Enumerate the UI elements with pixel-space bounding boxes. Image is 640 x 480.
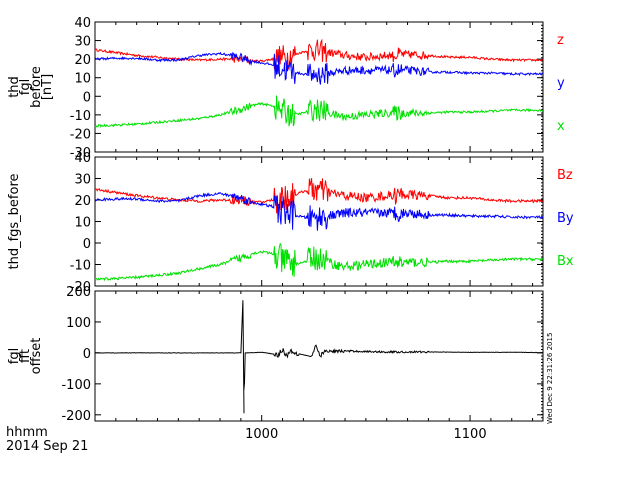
x-tick-label: 1100	[454, 427, 487, 442]
legend-label: y	[557, 76, 565, 91]
legend-label: By	[557, 211, 574, 226]
y-tick-label: 10	[74, 72, 91, 87]
y-tick-label: 40	[74, 151, 91, 166]
panel-thd-fgs-before: -20 -10 0 10 20 30 40 thd_fgs_before Bz By Bx	[7, 151, 574, 295]
y-axis-label: fgl	[7, 348, 22, 364]
side-timestamp: Wed Dec 9 22:31:26 2015	[546, 333, 554, 424]
y-tick-label: -100	[61, 378, 91, 393]
date-label: 2014 Sep 21	[6, 439, 88, 454]
y-tick-label: 10	[74, 216, 91, 231]
y-axis-label: offset	[29, 338, 44, 375]
y-tick-label: -20	[70, 127, 91, 142]
y-tick-label: -10	[70, 259, 91, 274]
y-tick-label: -10	[70, 109, 91, 124]
y-tick-label: -200	[61, 409, 91, 424]
y-axis-label: thd_fgs_before	[7, 173, 22, 269]
series-line-offset	[95, 300, 543, 414]
x-tick-label: 1000	[245, 427, 278, 442]
y-tick-label: 30	[74, 35, 91, 50]
series-line-Bx	[94, 242, 544, 282]
y-tick-label: 0	[83, 237, 91, 252]
y-tick-label: 100	[66, 316, 91, 331]
legend-label: Bz	[557, 168, 573, 183]
y-tick-label: 0	[83, 90, 91, 105]
plot-frame	[94, 21, 544, 153]
y-tick-label: 30	[74, 173, 91, 188]
y-tick-label: -30	[70, 146, 91, 161]
y-axis-label: [nT]	[40, 74, 55, 100]
y-tick-label: 20	[74, 194, 91, 209]
y-tick-label: 40	[74, 16, 91, 31]
series-line-y	[94, 51, 544, 85]
y-axis-label: fft	[18, 349, 33, 363]
y-tick-label: 20	[74, 53, 91, 68]
series-line-x	[94, 95, 544, 129]
y-axis-label: before	[29, 66, 44, 108]
x-unit-label: hhmm	[6, 425, 48, 440]
series-line-z	[94, 38, 544, 71]
y-axis-label: fgl	[18, 79, 33, 95]
series-line-Bz	[94, 178, 544, 214]
y-tick-label: 0	[83, 347, 91, 362]
y-tick-label: -20	[70, 280, 91, 295]
legend-label: Bx	[557, 254, 574, 269]
legend-label: x	[557, 119, 565, 134]
y-axis-label: thd	[7, 76, 22, 98]
series-line-By	[94, 192, 544, 231]
y-tick-label: 200	[66, 285, 91, 300]
plot-frame	[94, 290, 544, 422]
legend-label: z	[557, 33, 564, 48]
